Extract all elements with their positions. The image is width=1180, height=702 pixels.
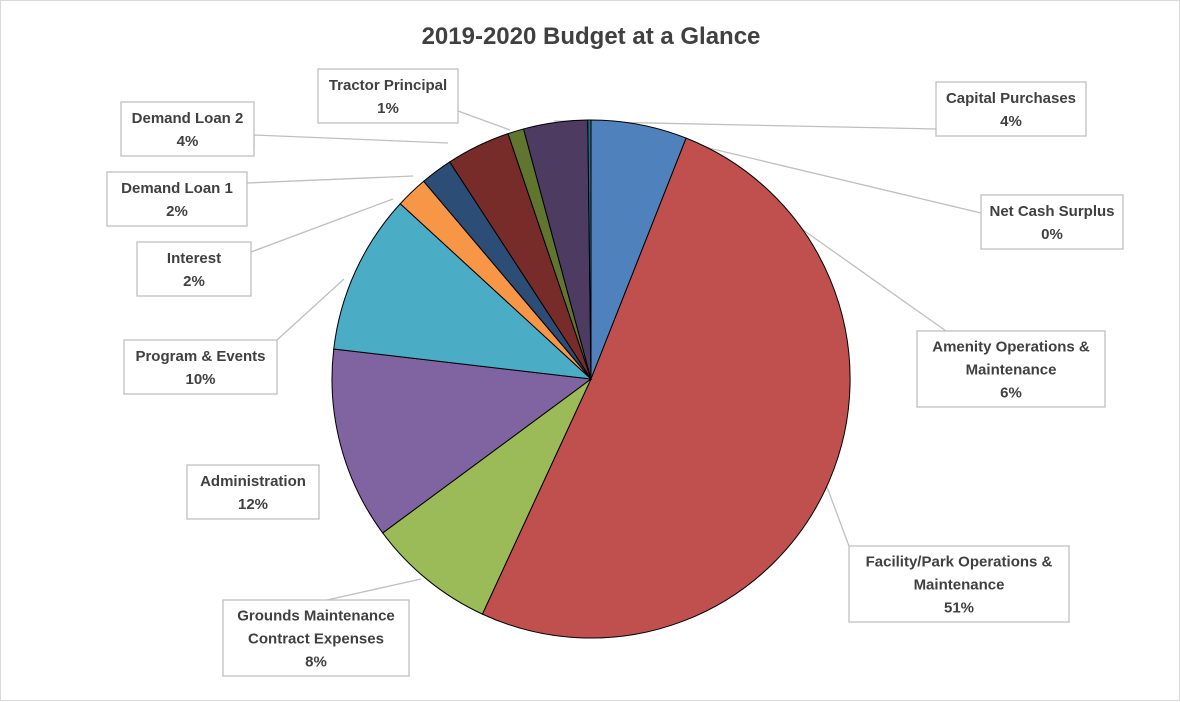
- label-text-demand-loan-2: Demand Loan 2 4%: [132, 110, 244, 150]
- label-text-capital-purchases: Capital Purchases 4%: [946, 90, 1076, 130]
- leader-line-demand-loan-2: [253, 134, 449, 149]
- data-label-grounds-maintenance-contract-expenses: Grounds Maintenance Contract Expenses 8%: [222, 599, 410, 677]
- label-text-facility-park-operations-maintenance: Facility/Park Operations & Maintenance 51%: [866, 554, 1053, 617]
- data-label-capital-purchases: Capital Purchases 4%: [935, 81, 1087, 137]
- leader-line-tractor-principal: [457, 110, 511, 131]
- label-box: [186, 464, 320, 520]
- pie-slice-facility-park-operations-maintenance: [481, 137, 851, 639]
- data-label-administration: Administration 12%: [186, 464, 320, 520]
- label-box: [317, 68, 459, 124]
- label-text-amenity-operations-maintenance: Amenity Operations & Maintenance 6%: [932, 339, 1090, 402]
- pie-slice-net-cash-surplus: [587, 119, 592, 380]
- label-text-tractor-principal: Tractor Principal 1%: [329, 77, 447, 117]
- leader-line-interest: [250, 198, 394, 253]
- label-text-administration: Administration 12%: [200, 473, 306, 513]
- pie-slice-administration: [331, 348, 593, 534]
- data-label-tractor-principal: Tractor Principal 1%: [317, 68, 459, 124]
- label-box: [222, 599, 410, 677]
- data-label-demand-loan-2: Demand Loan 2 4%: [120, 101, 255, 157]
- label-box: [980, 194, 1124, 250]
- label-box: [136, 241, 252, 297]
- data-label-demand-loan-1: Demand Loan 1 2%: [106, 171, 248, 227]
- slice-labels: Amenity Operations & Maintenance 6% Facilit…: [106, 68, 1124, 677]
- chart-title: 2019-2020 Budget at a Glance: [422, 23, 761, 50]
- pie-slice-grounds-maintenance-contract-expenses: [382, 378, 592, 615]
- pie-slice-program-events: [333, 203, 593, 380]
- label-text-net-cash-surplus: Net Cash Surplus 0%: [989, 203, 1114, 243]
- label-box: [935, 81, 1087, 137]
- data-label-net-cash-surplus: Net Cash Surplus 0%: [980, 194, 1124, 250]
- pie-slices: [331, 119, 851, 639]
- label-box: [916, 330, 1106, 408]
- label-box: [848, 545, 1070, 623]
- leader-line-grounds-maintenance-contract-expenses: [326, 578, 422, 601]
- leader-line-program-events: [276, 278, 345, 341]
- label-box: [123, 339, 278, 395]
- label-box: [120, 101, 255, 157]
- label-text-demand-loan-1: Demand Loan 1 2%: [121, 180, 233, 220]
- label-box: [106, 171, 248, 227]
- data-label-interest: Interest 2%: [136, 241, 252, 297]
- data-label-facility-park-operations-maintenance: Facility/Park Operations & Maintenance 51%: [848, 545, 1070, 623]
- label-text-grounds-maintenance-contract-expenses: Grounds Maintenance Contract Expenses 8%: [237, 608, 395, 671]
- data-label-amenity-operations-maintenance: Amenity Operations & Maintenance 6%: [916, 330, 1106, 408]
- leader-line-facility-park-operations-maintenance: [826, 486, 850, 547]
- label-text-program-events: Program & Events 10%: [135, 348, 265, 388]
- leader-line-demand-loan-1: [246, 175, 414, 184]
- data-label-program-events: Program & Events 10%: [123, 339, 278, 395]
- label-text-interest: Interest 2%: [167, 250, 221, 290]
